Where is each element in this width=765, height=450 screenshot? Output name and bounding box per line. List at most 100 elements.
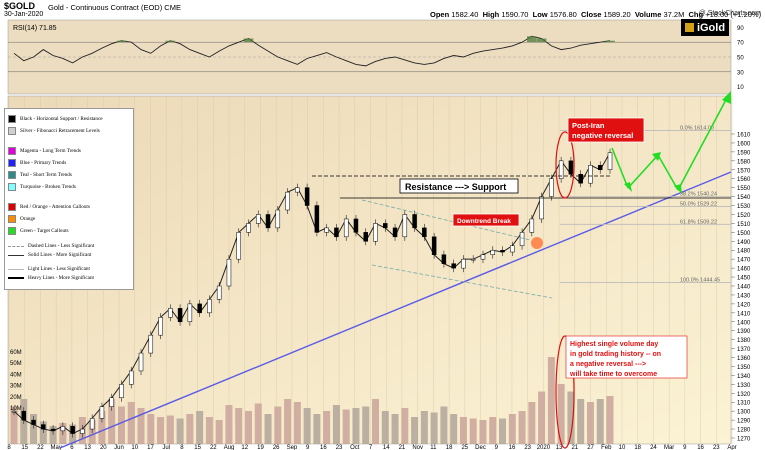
x-tick-label: 13 <box>84 445 91 450</box>
fib-level-label: 100.0% 1444.45 <box>680 277 720 283</box>
candle-body <box>510 245 515 253</box>
chart-date: 30-Jan-2020 <box>4 11 44 18</box>
low-value: 1576.80 <box>549 10 577 19</box>
resistance-support-label: Resistance ---> Support <box>405 182 506 192</box>
volume-bar <box>489 417 497 444</box>
x-tick-label: 24 <box>650 445 657 450</box>
volume-bar <box>469 418 477 444</box>
rsi-tick-label: 10 <box>737 85 744 91</box>
price-tick-label: 1360 <box>737 356 751 362</box>
legend-label: Heavy Lines - More Significant <box>28 275 94 281</box>
rsi-overbought-fill <box>116 40 127 43</box>
legend-label: Dashed Lines - Less Significant <box>28 243 95 249</box>
price-tick-label: 1510 <box>737 222 751 228</box>
x-tick-label: 8 <box>7 445 11 450</box>
legend-swatch <box>8 115 16 123</box>
legend-label: Magenta - Long Term Trends <box>20 148 81 154</box>
legend-line-sample <box>8 268 24 270</box>
legend-line-heavy: Heavy Lines - More Significant <box>8 275 94 281</box>
chart-header: $GOLD Gold - Continuous Contract (EOD) C… <box>0 0 765 19</box>
candle-body <box>177 308 183 323</box>
resistance-support-box <box>399 178 519 194</box>
volume-bar <box>196 411 204 444</box>
candle-body <box>519 232 525 247</box>
candle-body <box>285 191 290 211</box>
legend-label: Silver - Fibonacci Retracement Levels <box>20 128 100 134</box>
legend-swatch <box>8 147 16 155</box>
legend-swatch <box>8 171 16 179</box>
legend-item-silver: Silver - Fibonacci Retracement Levels <box>8 127 100 135</box>
price-tick-label: 1600 <box>737 141 751 147</box>
x-tick-label: 25 <box>461 445 468 450</box>
candle-body <box>334 227 339 238</box>
volume-bar <box>10 406 18 444</box>
x-tick-label: 18 <box>634 445 641 450</box>
candle-body <box>568 160 574 175</box>
candle-body <box>470 258 476 261</box>
legend-line-sample <box>8 245 24 247</box>
x-tick-label: 16 <box>697 445 704 450</box>
volume-note-line-1: Highest single volume day <box>570 341 658 348</box>
volume-bar <box>381 411 389 444</box>
volume-bar <box>557 384 565 444</box>
x-tick-label: Mar <box>664 445 674 450</box>
price-tick-label: 1430 <box>737 293 751 299</box>
x-tick-label: 6 <box>70 445 74 450</box>
x-tick-label: 9 <box>683 445 687 450</box>
volume-bar <box>372 399 380 444</box>
candle-body <box>60 426 66 432</box>
price-tick-label: 1520 <box>737 213 751 219</box>
legend-label: Teal - Short Term Trends <box>20 172 72 178</box>
volume-bar <box>547 357 555 444</box>
downtrend-upper-line <box>361 199 531 241</box>
target-arrow-4 <box>677 95 729 191</box>
rsi-layer: 90 70 50 30 10 <box>8 26 744 91</box>
volume-bar <box>352 408 360 444</box>
price-tick-label: 1350 <box>737 365 751 371</box>
rsi-overbought-fill <box>605 40 615 43</box>
candle-body <box>480 254 486 260</box>
fib-layer: 0.0% 1614.00 38.2% 1540.24 50.0% 1529.22 61… <box>560 125 731 283</box>
price-tick-label: 1610 <box>737 133 751 139</box>
legend-label: Black - Horizontal Support / Resistance <box>20 116 103 122</box>
candle-body <box>373 223 378 242</box>
volume-tick-label: 60M <box>10 350 22 356</box>
volume-note-line-2: in gold trading history -- on <box>570 351 661 358</box>
x-tick-label: May <box>50 445 61 450</box>
candle-body <box>363 232 368 242</box>
price-tick-label: 1440 <box>737 285 751 291</box>
legend-swatch <box>8 215 16 223</box>
x-tick-label: 21 <box>399 445 406 450</box>
instrument-name: Gold - Continuous Contract (EOD) CME <box>48 3 181 12</box>
volume-bar <box>293 402 301 444</box>
volume-tick-label: 30M <box>10 384 22 390</box>
rsi-overbought-fill <box>536 38 547 43</box>
volume-tick-label: 40M <box>10 372 22 378</box>
rsi-tick-label: 50 <box>737 56 744 62</box>
x-tick-label: 14 <box>383 445 390 450</box>
arrow-head-1 <box>624 182 632 192</box>
x-tick-label: Nov <box>412 445 423 450</box>
candle-body <box>275 209 281 229</box>
legend-panel: Black - Horizontal Support / Resistance … <box>4 108 134 290</box>
legend-label: Green - Target Callouts <box>20 228 69 234</box>
legend-line-light: Light Lines - Less Significant <box>8 266 90 272</box>
x-tick-label: Jul <box>162 445 170 450</box>
high-label: High <box>482 10 500 19</box>
price-tick-label: 1420 <box>737 302 751 308</box>
price-tick-label: 1330 <box>737 383 751 389</box>
legend-item-blue: Blue - Primary Trends <box>8 159 66 167</box>
volume-bar <box>30 414 38 444</box>
close-value: 1589.20 <box>603 10 631 19</box>
volume-bar <box>420 411 428 444</box>
volume-bar <box>508 414 516 444</box>
legend-label: Light Lines - Less Significant <box>28 266 90 272</box>
x-tick-label: 26 <box>273 445 280 450</box>
x-tick-label: 12 <box>241 445 248 450</box>
volume-bar <box>538 391 546 444</box>
legend-swatch <box>8 183 16 191</box>
candle-body <box>70 426 75 434</box>
x-tick-label: 19 <box>257 445 264 450</box>
price-tick-label: 1460 <box>737 267 751 273</box>
